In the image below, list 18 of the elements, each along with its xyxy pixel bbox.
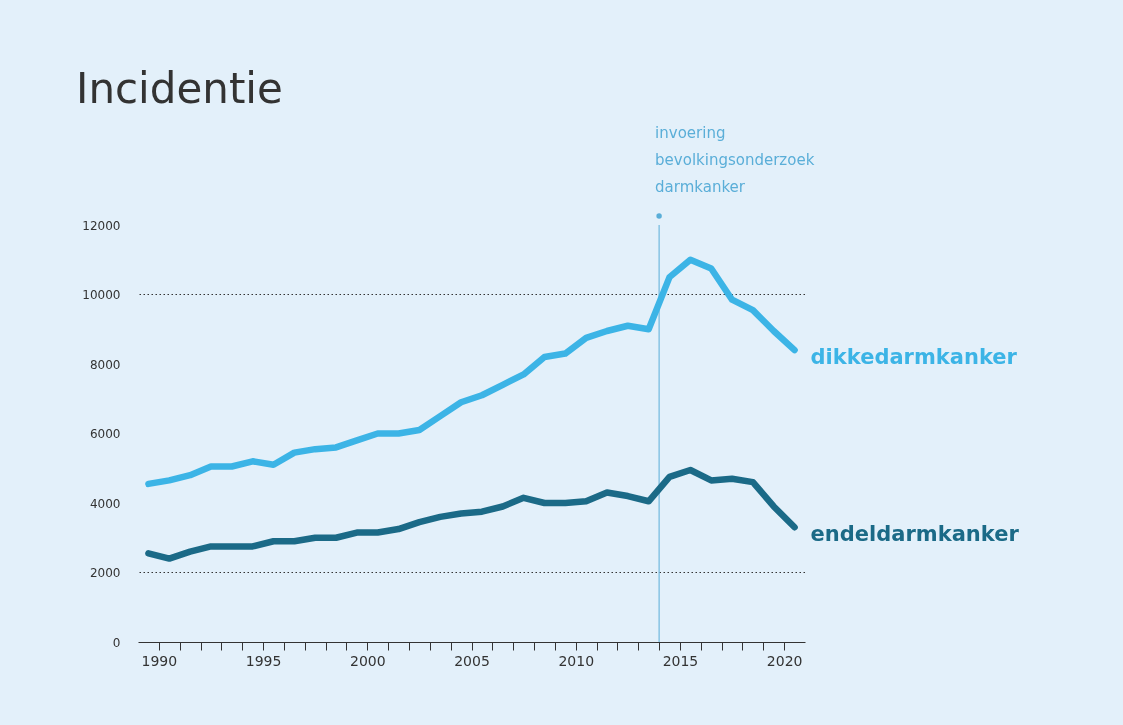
y-tick-label: 4000 xyxy=(89,496,121,511)
y-tick-label: 8000 xyxy=(89,357,121,372)
x-tick-label: 2015 xyxy=(662,652,699,669)
x-tick-label: 2010 xyxy=(558,652,595,669)
ref-line-label: invoering bevolkingsonderzoek darmkanker xyxy=(655,124,815,196)
series-label: endeldarmkanker xyxy=(810,522,1020,547)
x-tick-label: 2005 xyxy=(454,652,490,669)
x-tick-label: 2000 xyxy=(349,652,386,669)
y-tick-label: 2000 xyxy=(89,566,121,580)
y-tick-label: 12000 xyxy=(82,218,121,233)
y-tick-label: 6000 xyxy=(89,427,121,441)
series-label: dikkedarmkanker xyxy=(810,345,1018,370)
x-tick-label: 1995 xyxy=(245,652,282,669)
chart-title: Incidentie xyxy=(76,64,283,113)
x-tick-label: 2020 xyxy=(766,652,803,669)
y-tick-label: 0 xyxy=(112,635,121,650)
y-tick-label: 10000 xyxy=(82,288,121,302)
x-tick-label: 1990 xyxy=(141,652,178,669)
